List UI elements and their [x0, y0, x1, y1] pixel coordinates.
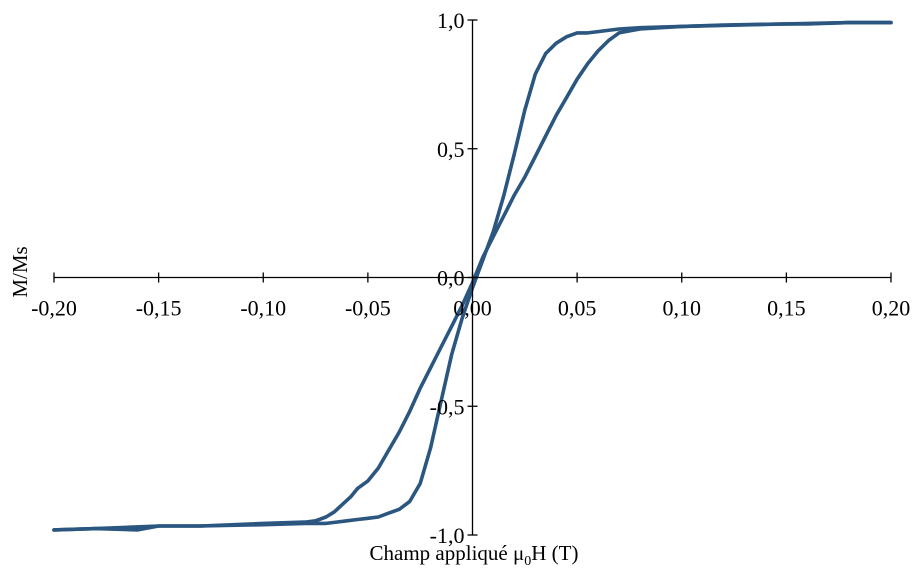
x-tick-label: 0,00	[453, 296, 492, 321]
x-tick-label: 0,20	[872, 296, 911, 321]
ascending-branch-line	[52, 20, 893, 532]
x-tick-label: -0,10	[240, 296, 286, 321]
x-tick-label: 0,10	[663, 296, 702, 321]
x-tick-label: -0,05	[345, 296, 391, 321]
axes-layer	[53, 19, 892, 536]
x-tick-label: 0,15	[767, 296, 806, 321]
tick-labels-layer: -0,20 -0,15 -0,10 -0,05 0,00 0,05 0,10 0,15 0,20…	[31, 8, 910, 548]
y-tick-label: -0,5	[430, 394, 465, 419]
x-tick-label: -0,15	[136, 296, 182, 321]
y-axis-title: M/Ms	[8, 246, 32, 297]
x-axis-title: Champ appliqué μ0H (T)	[370, 541, 579, 569]
y-tick-label: 0,0	[437, 266, 465, 291]
x-tick-label: 0,05	[558, 296, 597, 321]
y-tick-label: 1,0	[437, 8, 465, 33]
y-tick-label: -1,0	[430, 523, 465, 548]
y-tick-label: 0,5	[437, 137, 465, 162]
x-tick-label: -0,20	[31, 296, 77, 321]
